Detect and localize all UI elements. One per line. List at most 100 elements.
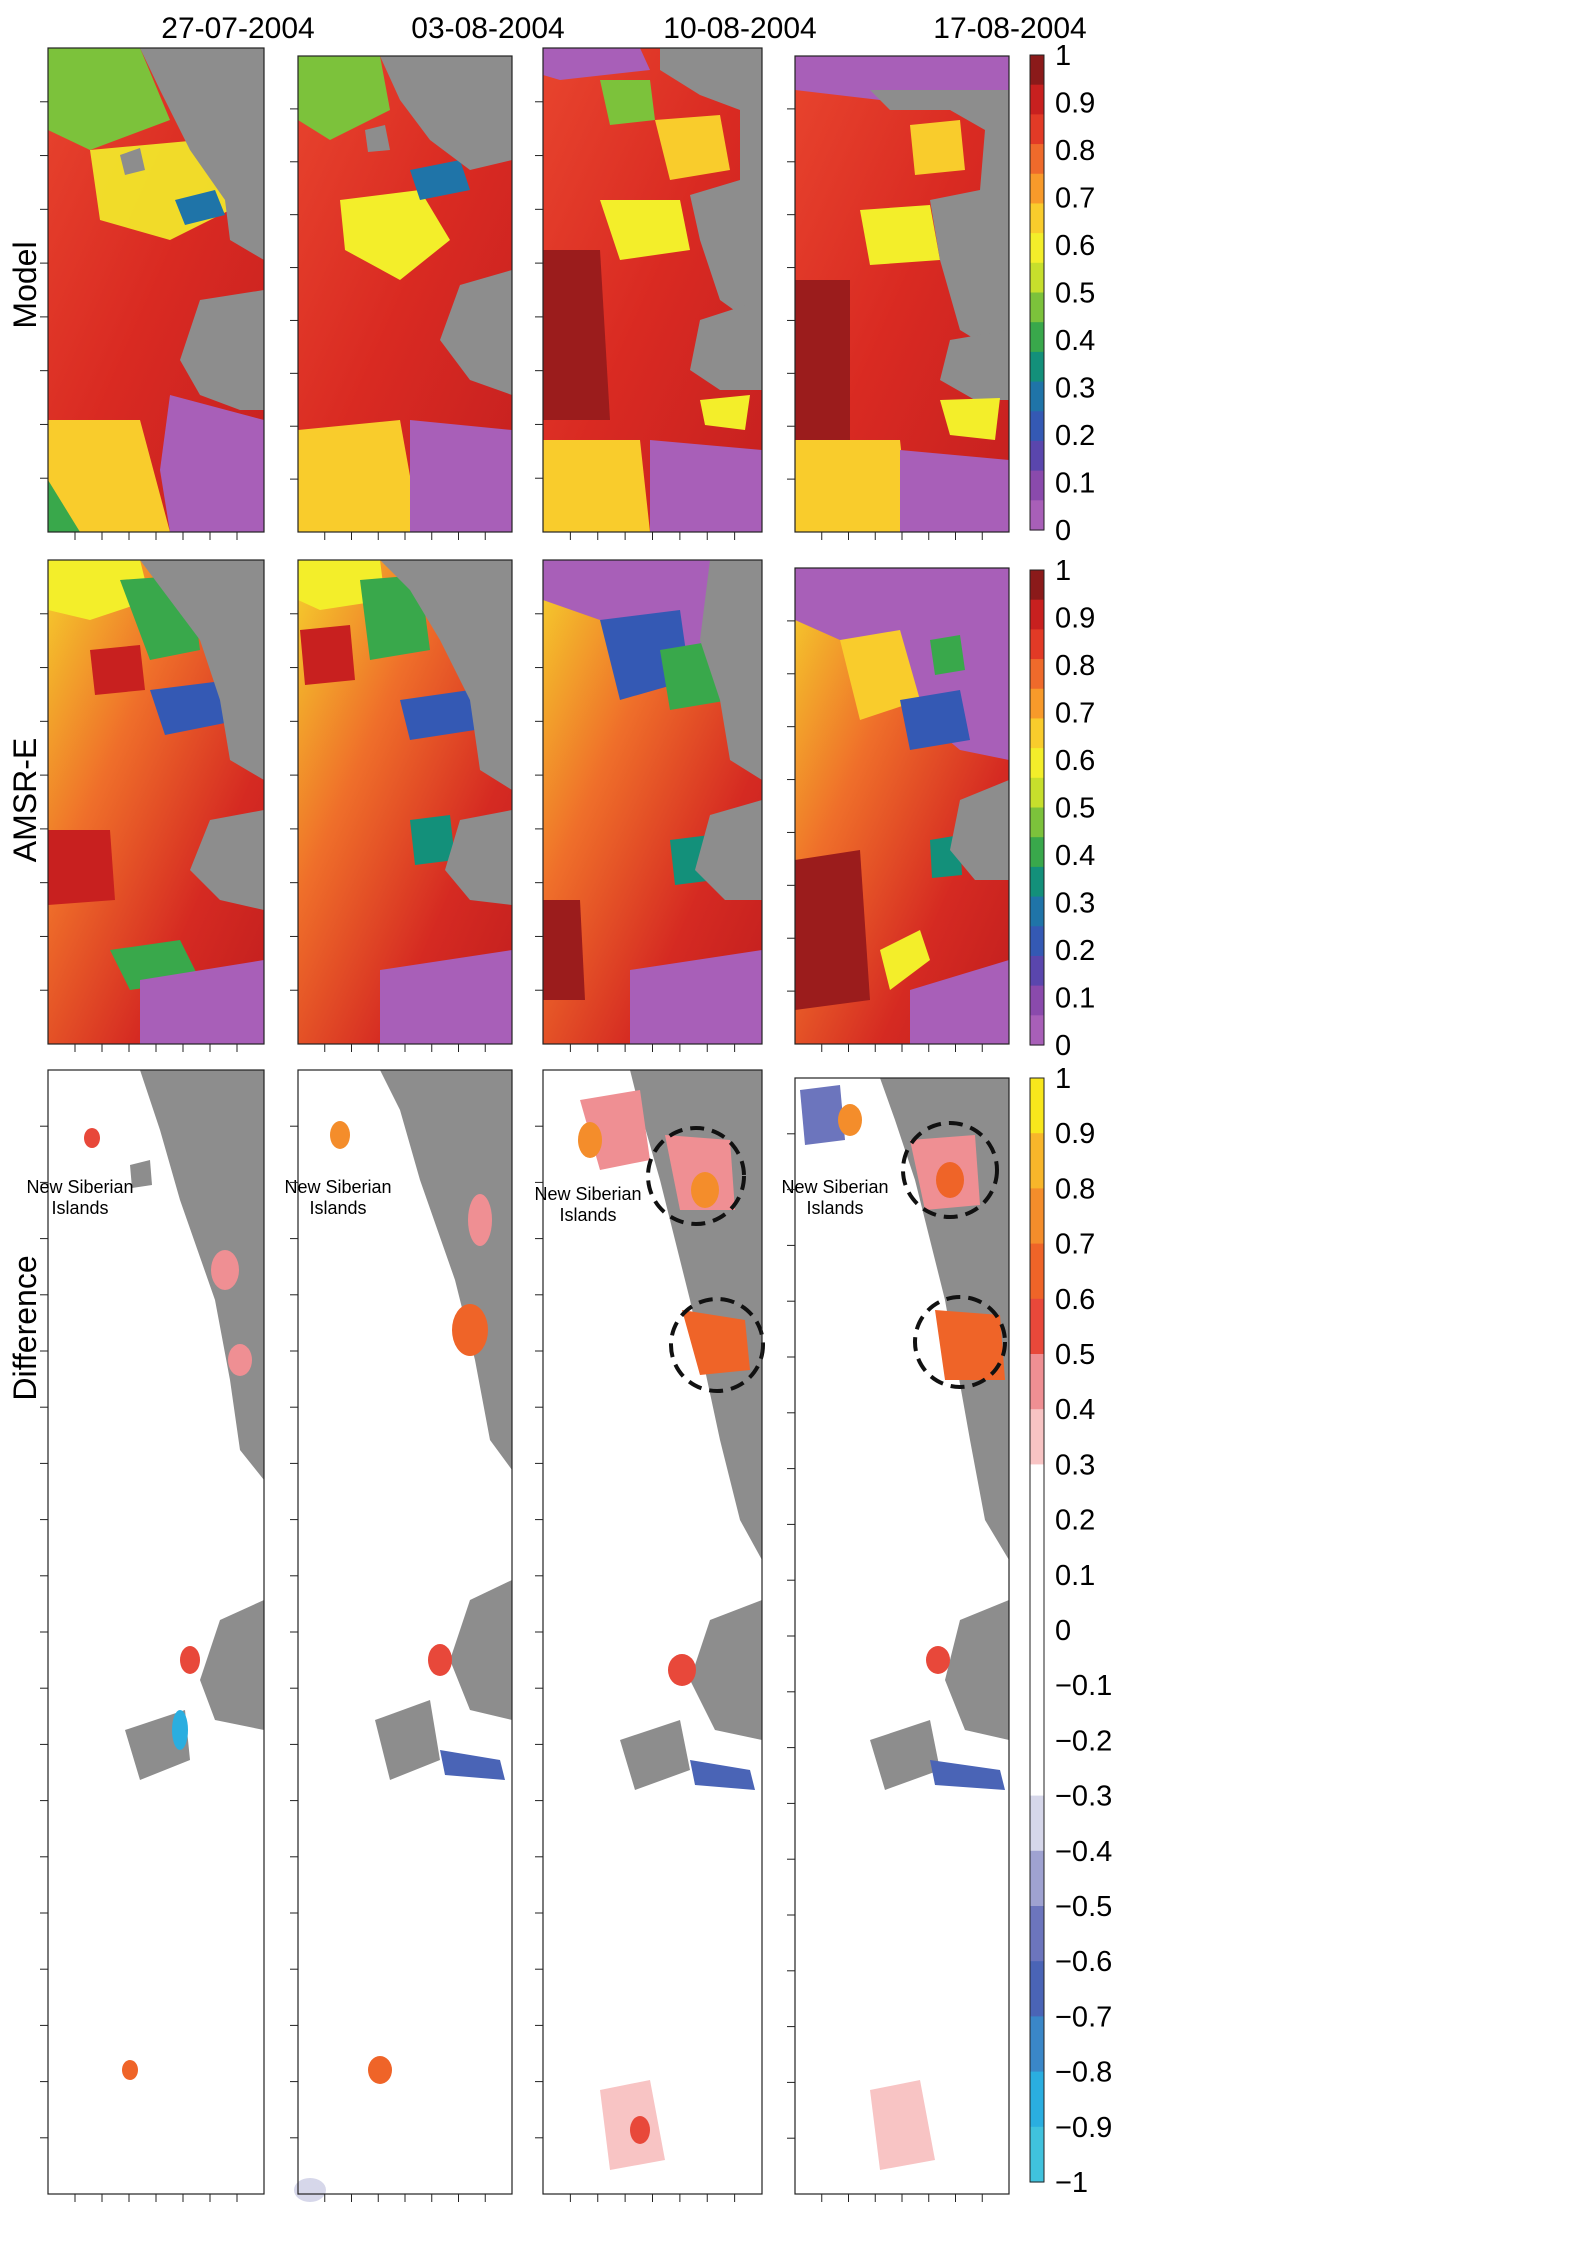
colorbar-swatch [1030, 599, 1044, 630]
colorbar-tick-label: −0.5 [1055, 1891, 1112, 1923]
amsre-panel-4 [794, 567, 1010, 1045]
colorbar-tick-label: 0.8 [1055, 1173, 1095, 1205]
colorbar-tick-label: 0.1 [1055, 983, 1095, 1015]
colorbar-tick-label: 0.8 [1055, 135, 1095, 167]
colorbar-swatch [1030, 1574, 1044, 1631]
difference-panel-2 [294, 1069, 513, 2202]
amsre-panel-2 [297, 559, 513, 1045]
colorbar-tick-label: −0.7 [1055, 2001, 1112, 2033]
axis-ticks [40, 101, 983, 2202]
colorbar-swatch [1030, 440, 1044, 472]
colorbar-tick-label: 0.2 [1055, 420, 1095, 452]
colorbar-tick-label: 0.2 [1055, 1505, 1095, 1537]
model-panel-3 [542, 47, 763, 533]
colorbar-tick-label: 0.8 [1055, 650, 1095, 682]
colorbar-swatch [1030, 926, 1044, 957]
colorbar-tick-label: 0 [1055, 1615, 1071, 1647]
colorbar-tick-label: 0.2 [1055, 935, 1095, 967]
colorbar-swatch [1030, 1630, 1044, 1686]
svg-text:New Siberian: New Siberian [781, 1177, 888, 1197]
colorbar-tick-label: 0.9 [1055, 1118, 1095, 1150]
colorbar-swatch [1030, 777, 1044, 809]
annotation-new-siberian-islands-2: New Siberian Islands [284, 1177, 391, 1218]
colorbar-tick-label: 0.6 [1055, 1284, 1095, 1316]
colorbar-swatch [1030, 748, 1044, 779]
colorbar-tick-label: 0.4 [1055, 840, 1095, 872]
colorbar-swatch [1030, 2016, 1044, 2073]
model-panel-2 [297, 55, 513, 533]
column-title-2: 03-08-2004 [411, 12, 564, 45]
colorbar-swatch [1030, 2071, 1044, 2128]
row-label-difference: Difference [7, 1255, 43, 1400]
colorbar-swatch [1030, 381, 1044, 412]
colorbar-swatch [1030, 955, 1044, 987]
svg-text:New Siberian: New Siberian [534, 1184, 641, 1204]
colorbar-tick-label: 0.7 [1055, 183, 1095, 215]
colorbar-swatch [1030, 1685, 1044, 1741]
colorbar-tick-label: 1 [1055, 555, 1071, 587]
colorbar-swatch [1030, 2126, 1044, 2183]
colorbar-tick-label: 0.6 [1055, 230, 1095, 262]
colorbar-swatch [1030, 837, 1044, 868]
colorbar-tick-label: 0.3 [1055, 373, 1095, 405]
colorbar-frame [1029, 1077, 1045, 2183]
annotation-new-siberian-islands-3: New Siberian Islands [534, 1184, 641, 1225]
colorbar-tick-label: 0.4 [1055, 1394, 1095, 1426]
colorbar-model: 1 0.9 0.8 0.7 0.6 0.5 0.4 0.3 0.2 0.1 0 [1029, 40, 1095, 547]
svg-text:Islands: Islands [559, 1205, 616, 1225]
colorbar-tick-label: −0.8 [1055, 2057, 1112, 2089]
colorbar-swatch [1030, 866, 1044, 898]
colorbar-tick-label: 0.3 [1055, 1449, 1095, 1481]
colorbar-swatch [1030, 1243, 1044, 1300]
colorbar-swatch [1030, 1519, 1044, 1576]
colorbar-swatch [1030, 1298, 1044, 1355]
colorbar-swatch [1030, 322, 1044, 353]
svg-text:Islands: Islands [806, 1198, 863, 1218]
colorbar-tick-label: 1 [1055, 40, 1071, 72]
colorbar-tick-label: −0.6 [1055, 1946, 1112, 1978]
colorbar-tick-label: −0.4 [1055, 1836, 1112, 1868]
colorbar-swatch [1030, 1740, 1044, 1797]
column-title-3: 10-08-2004 [663, 12, 816, 45]
colorbar-swatch [1030, 1850, 1044, 1907]
colorbar-tick-label: −0.2 [1055, 1725, 1112, 1757]
svg-text:Islands: Islands [51, 1198, 108, 1218]
colorbar-swatch [1030, 233, 1044, 264]
difference-panel-1 [47, 1069, 265, 2195]
colorbar-tick-label: 0.5 [1055, 278, 1095, 310]
colorbar-swatch [1030, 1409, 1044, 1465]
colorbar-swatch [1030, 351, 1044, 383]
colorbar-tick-label: 0.5 [1055, 1339, 1095, 1371]
svg-text:Islands: Islands [309, 1198, 366, 1218]
colorbar-tick-label: −0.3 [1055, 1781, 1112, 1813]
colorbar-swatch [1030, 1795, 1044, 1852]
colorbar-tick-label: −0.1 [1055, 1670, 1112, 1702]
colorbar-swatch [1030, 985, 1044, 1016]
annotation-new-siberian-islands-1: New Siberian Islands [26, 1177, 133, 1218]
colorbar-frame [1029, 569, 1045, 1046]
colorbar-tick-label: 0.9 [1055, 603, 1095, 635]
colorbar-tick-label: −1 [1055, 2167, 1088, 2199]
colorbar-swatch [1030, 203, 1044, 234]
annotation-new-siberian-islands-4: New Siberian Islands [781, 1177, 888, 1218]
colorbar-swatch [1030, 1464, 1044, 1521]
colorbar-swatch [1030, 262, 1044, 294]
colorbar-tick-label: 1 [1055, 1063, 1071, 1095]
colorbar-tick-label: 0.7 [1055, 1229, 1095, 1261]
colorbar-swatch [1030, 173, 1044, 205]
colorbar-tick-label: 0 [1055, 515, 1071, 547]
colorbar-tick-label: 0.1 [1055, 468, 1095, 500]
colorbar-tick-label: −0.9 [1055, 2112, 1112, 2144]
colorbar-tick-label: 0.5 [1055, 793, 1095, 825]
colorbar-swatch [1030, 470, 1044, 501]
colorbar-swatch [1030, 896, 1044, 927]
colorbar-swatch [1030, 718, 1044, 749]
row-label-amsre: AMSR-E [7, 738, 43, 862]
svg-text:New Siberian: New Siberian [284, 1177, 391, 1197]
colorbar-swatch [1030, 292, 1044, 323]
colorbar-swatch [1030, 114, 1044, 145]
colorbar-tick-label: 0.4 [1055, 325, 1095, 357]
colorbar-swatch [1030, 1133, 1044, 1189]
colorbar-swatch [1030, 807, 1044, 838]
